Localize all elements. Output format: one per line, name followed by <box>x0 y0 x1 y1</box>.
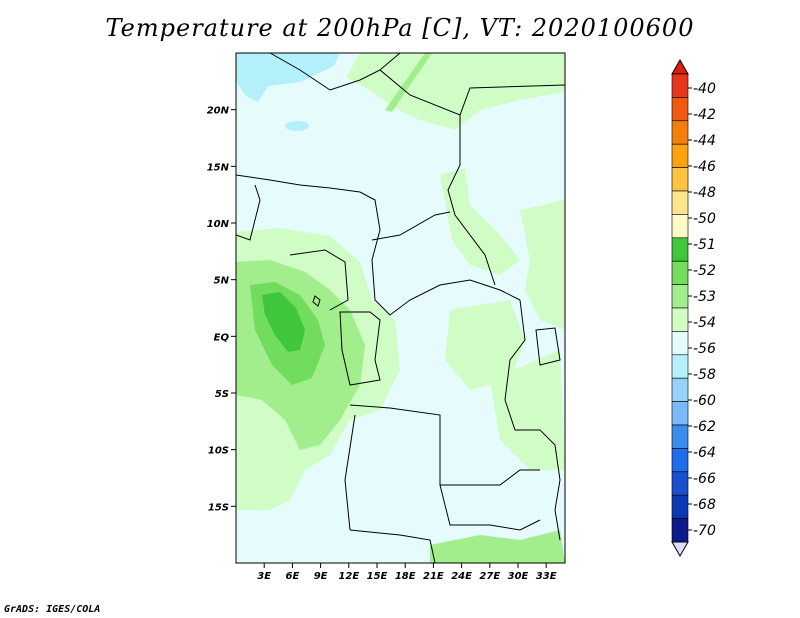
colorbar-arrow-top <box>671 58 689 75</box>
field-west-core <box>262 292 305 352</box>
colorbar-labels: -40 -42 -44 -46 -48 -50 -51 -52 -53 -54 -56 -58 -60 -… <box>688 81 716 539</box>
colorbar-label: -52 <box>693 263 716 279</box>
colorbar-box <box>671 354 689 379</box>
colorbar-label: -51 <box>693 237 716 253</box>
field-east-patch-4 <box>490 350 565 470</box>
colorbar-box <box>671 471 689 496</box>
field-cold-spot <box>285 121 309 131</box>
colorbar-box <box>671 331 689 356</box>
lon-tick-label: 27E <box>479 571 500 582</box>
lon-tick-label: 9E <box>314 571 328 582</box>
lon-tick-label: 33E <box>536 571 557 582</box>
lon-tick-label: 15E <box>367 571 388 582</box>
colorbar-box <box>671 97 689 122</box>
colorbar-box <box>671 307 689 332</box>
temperature-field <box>236 53 565 563</box>
border-line <box>349 529 436 563</box>
longitude-axis: 3E 6E 9E 12E 15E 18E 21E 24E 27E 30E 33E <box>257 563 557 582</box>
border-line <box>371 211 451 241</box>
colorbar-box <box>671 190 689 215</box>
field-east-patch-1 <box>440 168 520 275</box>
colorbar-label: -60 <box>693 393 716 409</box>
colorbar-boxes <box>671 58 689 558</box>
field-north-band <box>346 53 565 130</box>
border-line <box>236 174 521 316</box>
colorbar-box <box>671 143 689 168</box>
lat-tick-label: 15S <box>208 502 229 513</box>
lon-tick-label: 18E <box>395 571 416 582</box>
colorbar-box <box>671 237 689 262</box>
colorbar-box <box>671 494 689 519</box>
colorbar-label: -66 <box>693 471 716 487</box>
colorbar-label: -46 <box>693 159 716 175</box>
colorbar-label: -58 <box>693 367 716 383</box>
lon-tick-label: 3E <box>257 571 271 582</box>
border-line <box>344 414 356 531</box>
colorbar-box <box>671 120 689 145</box>
colorbar-label: -50 <box>693 211 716 227</box>
colorbar-label: -40 <box>693 81 716 97</box>
border-line <box>447 115 496 286</box>
colorbar-label: -70 <box>693 523 716 539</box>
field-east-patch-3 <box>445 300 525 390</box>
lat-tick-label: 5S <box>215 389 229 400</box>
map-title: Temperature at 200hPa [C], VT: 202010060… <box>105 14 695 42</box>
colorbar-label: -56 <box>693 341 716 357</box>
colorbar-box <box>671 73 689 98</box>
colorbar-box <box>671 448 689 473</box>
grads-credit: GrADS: IGES/COLA <box>4 604 101 615</box>
map-frame <box>235 52 566 564</box>
border-line <box>339 311 381 386</box>
colorbar-arrow-bottom <box>671 541 689 558</box>
colorbar-label: -68 <box>693 497 716 513</box>
colorbar-box <box>671 518 689 543</box>
lon-tick-label: 30E <box>508 571 529 582</box>
field-south-strip <box>430 530 565 563</box>
colorbar-label: -64 <box>693 445 716 461</box>
colorbar-label: -53 <box>693 289 716 305</box>
country-borders <box>236 53 565 563</box>
colorbar-label: -54 <box>693 315 716 331</box>
border-line <box>236 184 261 241</box>
lon-tick-label: 6E <box>286 571 300 582</box>
border-line <box>269 53 401 91</box>
colorbar-box <box>671 424 689 449</box>
colorbar-box <box>671 260 689 285</box>
colorbar-box <box>671 284 689 309</box>
colorbar-label: -42 <box>693 107 716 123</box>
colorbar-label: -44 <box>693 133 716 149</box>
colorbar-box <box>671 377 689 402</box>
lat-tick-label: 20N <box>207 106 230 117</box>
latitude-axis: 20N 15N 10N 5N EQ 5S 10S 15S <box>207 106 236 513</box>
lon-tick-label: 21E <box>423 571 444 582</box>
border-line <box>440 469 540 486</box>
lat-tick-label: 5N <box>214 276 230 287</box>
colorbar-label: -48 <box>693 185 716 201</box>
field-cold-patch <box>236 53 340 102</box>
border-line <box>504 299 561 541</box>
border-line <box>349 404 541 531</box>
field-north-streak <box>385 53 432 112</box>
lon-tick-label: 12E <box>338 571 359 582</box>
lat-tick-label: 10N <box>207 219 230 230</box>
colorbar-box <box>671 167 689 192</box>
lon-tick-label: 24E <box>451 571 472 582</box>
colorbar-box <box>671 401 689 426</box>
colorbar-label: -62 <box>693 419 716 435</box>
border-line <box>535 327 561 366</box>
border-line <box>312 295 321 307</box>
lat-tick-label: 15N <box>207 162 230 173</box>
colorbar-box <box>671 214 689 239</box>
lat-tick-label: 10S <box>208 446 229 457</box>
border-line <box>289 249 349 311</box>
field-east-patch-2 <box>520 200 565 330</box>
lat-tick-label: EQ <box>214 332 230 343</box>
